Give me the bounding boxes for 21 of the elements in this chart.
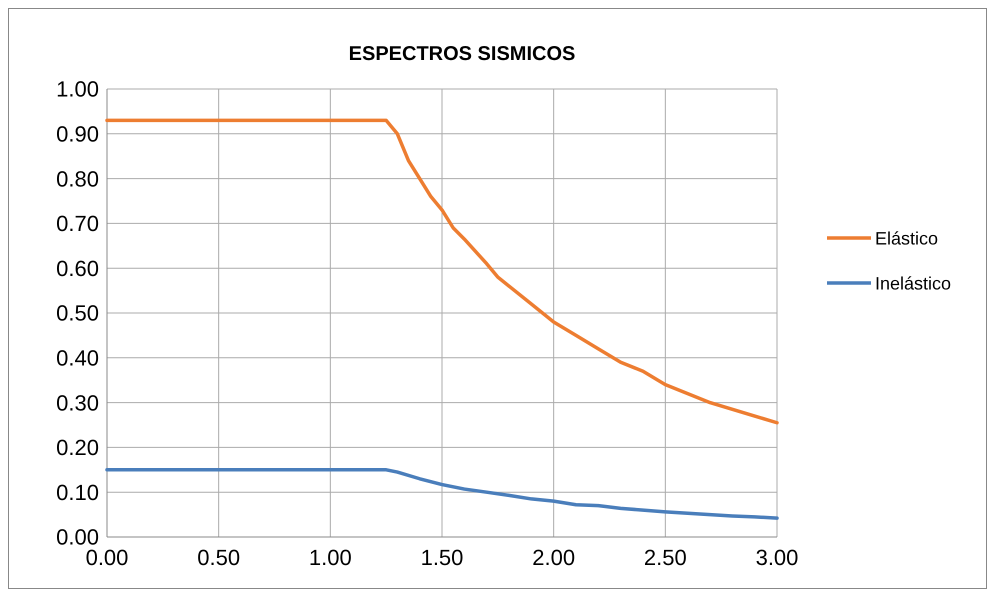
x-tick-label: 3.00 bbox=[756, 545, 798, 570]
chart-title: ESPECTROS SISMICOS bbox=[348, 43, 576, 65]
x-tick-label: 1.00 bbox=[308, 545, 352, 570]
y-tick-label: 0.50 bbox=[56, 300, 99, 326]
legend-label: Inelástico bbox=[875, 273, 952, 294]
y-tick-label: 0.70 bbox=[56, 211, 99, 236]
y-tick-label: 1.00 bbox=[56, 76, 99, 102]
y-tick-label: 0.40 bbox=[56, 346, 99, 370]
x-tick-label: 1.50 bbox=[420, 545, 464, 570]
y-tick-label: 0.90 bbox=[56, 122, 99, 146]
y-tick-label: 0.10 bbox=[56, 480, 99, 505]
x-tick-label: 2.50 bbox=[644, 545, 687, 570]
x-tick-label: 2.00 bbox=[532, 545, 576, 570]
y-tick-label: 0.80 bbox=[56, 166, 99, 192]
y-tick-label: 0.20 bbox=[56, 435, 99, 460]
line-series bbox=[105, 468, 779, 520]
x-tick-label: 0.50 bbox=[197, 545, 240, 570]
line-series bbox=[105, 118, 779, 425]
y-tick-label: 0.60 bbox=[56, 256, 99, 281]
y-tick-label: 0.30 bbox=[56, 390, 99, 416]
legend-label: Elástico bbox=[875, 228, 938, 248]
